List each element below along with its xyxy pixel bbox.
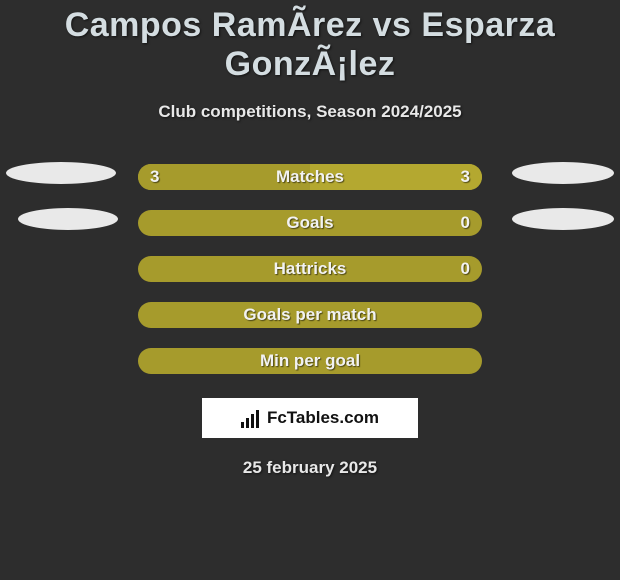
stat-row: Hattricks 0 <box>0 246 620 292</box>
subtitle: Club competitions, Season 2024/2025 <box>0 102 620 122</box>
brand-badge: FcTables.com <box>202 398 418 438</box>
stat-row: Min per goal <box>0 338 620 384</box>
stat-bar-left <box>138 210 482 236</box>
player-right-pill <box>512 208 614 230</box>
stat-bar: Hattricks 0 <box>138 256 482 282</box>
stat-bar-left <box>138 164 310 190</box>
stat-rows: 3 Matches 3 Goals 0 Hattricks 0 <box>0 154 620 384</box>
player-left-pill <box>6 162 116 184</box>
stat-bar-left <box>138 302 482 328</box>
player-left-pill <box>18 208 118 230</box>
page-title: Campos RamÃ­rez vs Esparza GonzÃ¡lez <box>0 0 620 84</box>
stat-bar: 3 Matches 3 <box>138 164 482 190</box>
stat-bar-right <box>310 164 482 190</box>
stat-row: Goals 0 <box>0 200 620 246</box>
stat-bar-left <box>138 256 482 282</box>
player-right-pill <box>512 162 614 184</box>
stat-bar: Goals 0 <box>138 210 482 236</box>
stat-row: Goals per match <box>0 292 620 338</box>
stat-bar: Goals per match <box>138 302 482 328</box>
stat-row: 3 Matches 3 <box>0 154 620 200</box>
brand-text: FcTables.com <box>267 408 379 428</box>
brand-chart-icon <box>241 408 263 428</box>
stat-bar-left <box>138 348 482 374</box>
date-text: 25 february 2025 <box>0 458 620 478</box>
stat-bar: Min per goal <box>138 348 482 374</box>
